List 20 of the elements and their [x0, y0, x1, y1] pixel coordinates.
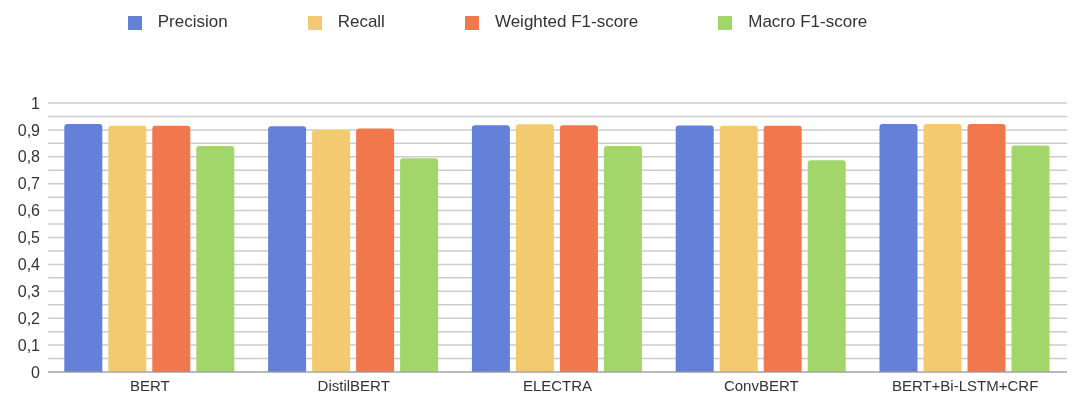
y-tick-label: 0,7: [17, 175, 41, 193]
legend-label: Recall: [337, 12, 385, 31]
y-tick-label: 0,2: [17, 309, 41, 327]
y-tick-label: 0,1: [17, 336, 41, 354]
y-tick-label: 0,6: [17, 202, 41, 220]
y-tick-label: 0,9: [17, 121, 41, 139]
x-tick-label: BERT+Bi-LSTM+CRF: [891, 376, 1039, 394]
y-tick-label: 0,5: [17, 229, 41, 247]
y-tick-label: 0,4: [17, 256, 41, 274]
x-tick-label: ConvBERT: [723, 376, 799, 394]
legend-label: Weighted F1-score: [494, 12, 639, 31]
legend-label: Macro F1-score: [748, 12, 868, 31]
y-tick-label: 1: [31, 94, 41, 112]
x-tick-label: BERT: [130, 376, 170, 394]
x-tick-label: DistilBERT: [317, 376, 390, 394]
legend-label: Precision: [157, 12, 228, 31]
x-tick-label: ELECTRA: [522, 376, 593, 394]
y-tick-label: 0,8: [17, 148, 41, 166]
y-tick-label: 0,3: [17, 282, 41, 300]
y-tick-label: 0: [31, 363, 41, 381]
